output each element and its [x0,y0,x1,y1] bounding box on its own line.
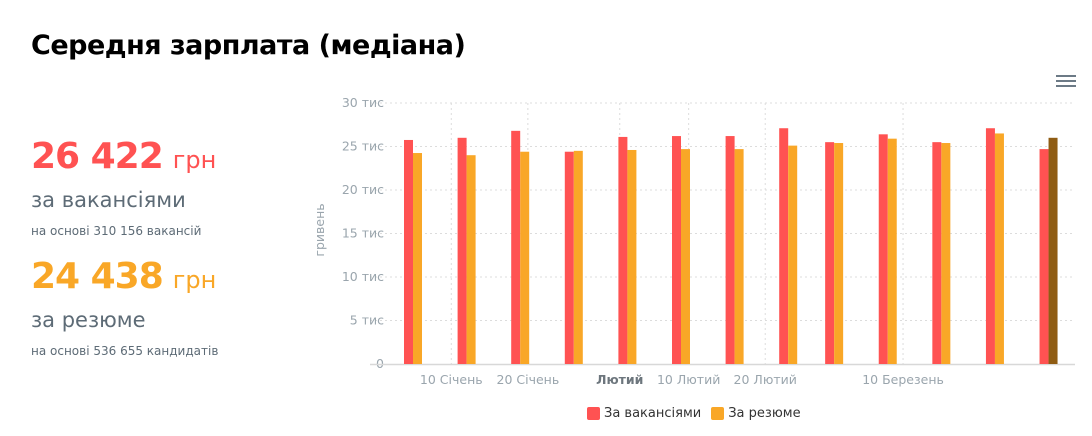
y-tick-label: 5 тис [350,313,384,328]
legend-label: За резюме [728,406,801,421]
page-title: Середня зарплата (медіана) [31,30,466,61]
vacancies-unit: грн [172,146,217,174]
bar-resumes[interactable] [834,143,844,364]
bar-resumes[interactable] [734,149,744,364]
bar-vacancies[interactable] [878,134,888,364]
y-tick-label: 0 [376,356,384,371]
y-axis-label: гривень [312,203,327,256]
resumes-median: 24 438 грн [31,256,216,297]
resumes-unit: грн [172,266,217,294]
vacancies-median: 26 422 грн [31,136,216,177]
bar-vacancies[interactable] [725,136,735,364]
bar-resumes[interactable] [887,138,897,364]
bar-vacancies[interactable] [564,151,574,364]
bar-resumes[interactable] [788,145,798,364]
vacancies-value: 26 422 [31,136,164,177]
bar-resumes[interactable] [466,155,476,364]
bar-resumes[interactable] [941,143,951,364]
x-tick-label: Лютий [596,372,643,387]
y-tick-label: 10 тис [342,269,384,284]
bar-resumes[interactable] [627,149,637,364]
x-tick-label: 20 Січень [497,372,560,387]
bar-resumes[interactable] [1048,137,1058,364]
bar-resumes[interactable] [573,150,583,364]
y-tick-label: 20 тис [342,182,384,197]
x-tick-label: 20 Лютий [734,372,797,387]
vacancies-label: за вакансіями [31,188,186,212]
legend-swatch [587,407,600,420]
x-tick-label: 10 Березень [862,372,944,387]
resumes-label: за резюме [31,308,146,332]
bar-vacancies[interactable] [457,137,467,364]
bar-vacancies[interactable] [825,142,835,364]
bar-vacancies[interactable] [779,128,789,364]
bar-vacancies[interactable] [404,139,413,364]
chart-legend: За вакансіями За резюме [587,406,801,421]
hamburger-menu-icon[interactable] [1056,75,1076,89]
vacancies-note: на основі 310 156 вакансій [31,224,202,238]
legend-label: За вакансіями [604,406,702,421]
legend-item-vacancies[interactable]: За вакансіями [587,406,701,421]
bar-vacancies[interactable] [511,130,521,364]
bar-resumes[interactable] [681,149,690,364]
resumes-note: на основі 536 655 кандидатів [31,344,219,358]
x-tick-label: 10 Лютий [657,372,720,387]
x-tick-label: 10 Січень [420,372,483,387]
bar-vacancies[interactable] [1039,149,1049,364]
y-tick-label: 25 тис [342,139,384,154]
legend-item-resumes[interactable]: За резюме [711,406,801,421]
bar-vacancies[interactable] [985,128,995,364]
bar-vacancies[interactable] [932,142,942,364]
resumes-value: 24 438 [31,256,164,297]
bar-resumes[interactable] [520,151,530,364]
legend-swatch [711,407,725,420]
bar-resumes[interactable] [413,153,422,364]
bar-vacancies[interactable] [672,136,681,364]
y-tick-label: 30 тис [342,95,384,110]
bar-resumes[interactable] [994,133,1004,364]
y-tick-label: 15 тис [342,226,384,241]
bar-vacancies[interactable] [618,136,628,364]
